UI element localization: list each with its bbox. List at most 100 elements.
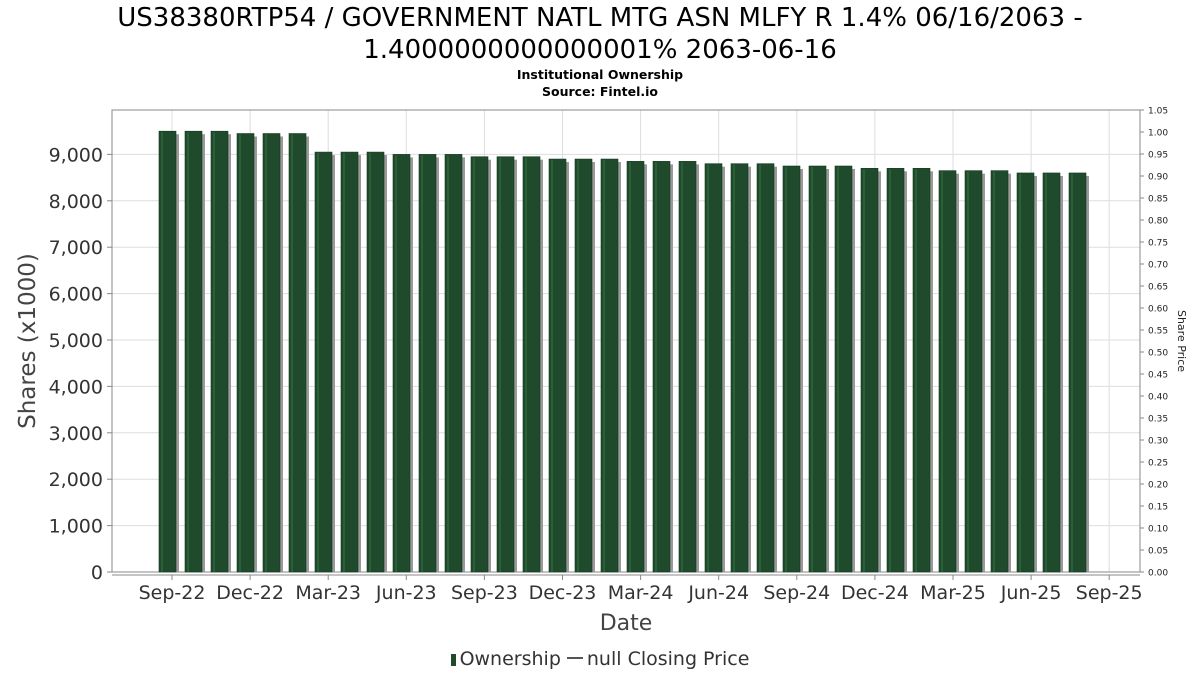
y-tick-label: 5,000 <box>49 330 103 352</box>
y2-tick-label: 0.35 <box>1148 415 1168 425</box>
x-tick-label: Jun-23 <box>375 582 437 604</box>
y-tick-label: 4,000 <box>49 376 103 398</box>
y-tick-label: 9,000 <box>49 144 103 166</box>
bar-highlight <box>239 134 241 572</box>
ownership-bar <box>938 170 957 573</box>
ownership-bar <box>210 130 229 573</box>
legend-ownership-label: Ownership <box>459 648 561 670</box>
bar-highlight <box>967 171 969 572</box>
ownership-bar <box>496 156 515 573</box>
ownership-bar <box>652 161 671 573</box>
bar-highlight <box>915 169 917 572</box>
bar-highlight <box>473 157 475 572</box>
bar-highlight <box>369 153 371 572</box>
y-axis-label: Shares (x1000) <box>15 253 41 429</box>
bar-highlight <box>993 171 995 572</box>
bar-highlight <box>1071 173 1073 572</box>
legend: Ownership null Closing Price <box>0 648 1200 670</box>
ownership-bar <box>548 158 567 573</box>
bar-highlight <box>863 169 865 572</box>
bar-highlight <box>447 155 449 572</box>
x-tick-label: Sep-22 <box>139 582 206 604</box>
y-tick-label: 7,000 <box>49 237 103 259</box>
y-tick-label: 3,000 <box>49 423 103 445</box>
bar-highlight <box>187 132 189 572</box>
ownership-bar <box>392 154 411 573</box>
ownership-bar <box>444 154 463 573</box>
x-tick-label: Jun-24 <box>687 582 749 604</box>
bar-highlight <box>317 153 319 572</box>
ownership-bar <box>626 161 645 573</box>
x-axis-ticks: Sep-22 Dec-22 Mar-23 Jun-23 Sep-23 Dec-23 Mar-… <box>139 575 1143 604</box>
ownership-bar <box>1042 172 1061 573</box>
y2-tick-label: 0.65 <box>1148 283 1168 293</box>
ownership-bar <box>886 168 905 573</box>
bar-highlight <box>577 160 579 573</box>
ownership-bar <box>1016 172 1035 573</box>
x-tick-label: Dec-22 <box>216 582 284 604</box>
bar-highlight <box>811 167 813 572</box>
bar-highlight <box>1019 173 1021 572</box>
ownership-bar <box>860 168 879 573</box>
bar-highlight <box>707 164 709 572</box>
y-tick-label: 0 <box>91 562 103 584</box>
y2-tick-label: 0.90 <box>1148 173 1168 183</box>
x-tick-label: Sep-23 <box>451 582 518 604</box>
legend-price-swatch <box>566 657 583 659</box>
bar-highlight <box>629 162 631 573</box>
ownership-bar <box>418 154 437 573</box>
ownership-bar <box>964 170 983 573</box>
bars-group <box>158 130 1089 573</box>
ownership-bar <box>158 130 177 573</box>
y2-tick-label: 0.15 <box>1148 503 1168 513</box>
ownership-bar <box>314 151 333 573</box>
legend-price-label: null Closing Price <box>586 648 750 670</box>
bar-highlight <box>759 164 761 572</box>
y2-tick-label: 0.70 <box>1148 261 1168 271</box>
y2-tick-label: 0.55 <box>1148 327 1168 337</box>
y-axis-ticks: 0 1,000 2,000 3,000 4,000 5,000 6,000 7,000 8,00… <box>49 144 112 584</box>
x-axis-label: Date <box>600 611 653 636</box>
x-tick-label: Sep-25 <box>1076 582 1143 604</box>
ownership-bar <box>834 165 853 573</box>
x-tick-label: Mar-24 <box>608 582 674 604</box>
chart-title-line-1: US38380RTP54 / GOVERNMENT NATL MTG ASN M… <box>117 3 1083 33</box>
ownership-bar <box>1068 172 1087 573</box>
y-tick-label: 8,000 <box>49 191 103 213</box>
ownership-bar <box>574 158 593 573</box>
bar-highlight <box>291 134 293 572</box>
chart-subtitle: Institutional Ownership <box>516 67 684 82</box>
x-tick-label: Mar-23 <box>295 582 361 604</box>
y2-tick-label: 0.60 <box>1148 305 1168 315</box>
bar-highlight <box>837 167 839 572</box>
bar-highlight <box>421 155 423 572</box>
x-tick-label: Mar-25 <box>920 582 986 604</box>
plot-area-border <box>111 109 1141 573</box>
ownership-bar <box>522 156 541 573</box>
y2-tick-label: 0.75 <box>1148 239 1168 249</box>
y2-tick-label: 1.00 <box>1148 129 1168 139</box>
y2-tick-label: 1.05 <box>1148 107 1168 117</box>
y2-tick-label: 0.40 <box>1148 393 1168 403</box>
y2-tick-label: 0.45 <box>1148 371 1168 381</box>
bar-highlight <box>343 153 345 572</box>
x-tick-label: Jun-25 <box>1000 582 1062 604</box>
y-tick-label: 6,000 <box>49 284 103 306</box>
x-tick-label: Sep-24 <box>763 582 830 604</box>
ownership-bar <box>990 170 1009 573</box>
bar-highlight <box>265 134 267 572</box>
ownership-bar <box>340 151 359 573</box>
ownership-bar <box>808 165 827 573</box>
y2-tick-label: 0.05 <box>1148 547 1168 557</box>
chart-title-line-2: 1.4000000000000001% 2063-06-16 <box>363 35 837 65</box>
y-tick-label: 2,000 <box>49 469 103 491</box>
ownership-bar <box>184 130 203 573</box>
y2-tick-label: 0.25 <box>1148 459 1168 469</box>
y2-tick-label: 0.20 <box>1148 481 1168 491</box>
y2-tick-label: 0.85 <box>1148 195 1168 205</box>
ownership-bar <box>288 133 307 573</box>
y2-tick-label: 0.10 <box>1148 525 1168 535</box>
ownership-bar <box>470 156 489 573</box>
x-tick-label: Dec-23 <box>529 582 597 604</box>
